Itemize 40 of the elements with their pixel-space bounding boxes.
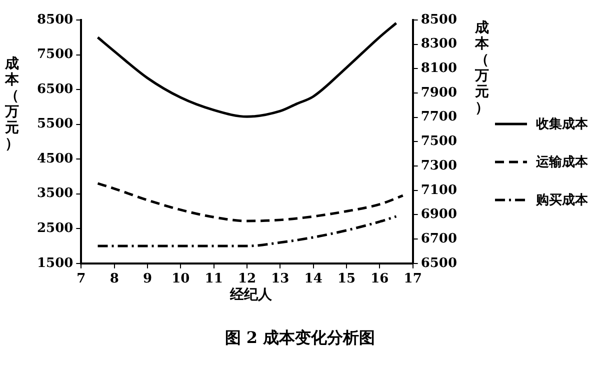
line-series xyxy=(96,22,398,118)
x-tick-label: 8 xyxy=(110,272,119,287)
text: 图 2 成本变化分析图 xyxy=(224,328,376,349)
y-tick-label: 8500 xyxy=(36,12,74,28)
legend-label: 运输成本 xyxy=(536,154,588,171)
line-series xyxy=(96,215,398,248)
y-tick-label: 2500 xyxy=(36,221,74,236)
x-tick-label: 9 xyxy=(142,272,152,287)
y2-tick-label: 7700 xyxy=(420,110,458,125)
y-tick-label: 1500 xyxy=(36,256,74,271)
x-tick-label: 11 xyxy=(204,272,223,287)
y2-tick-label: 8100 xyxy=(420,61,458,76)
y2-tick-label: 7500 xyxy=(420,134,458,150)
y2-tick-label: 7900 xyxy=(420,85,458,100)
x-tick-label: 10 xyxy=(172,272,190,287)
line-series xyxy=(96,182,404,222)
legend-label: 收集成本 xyxy=(536,116,588,133)
x-axis-title: 经纪人 xyxy=(228,286,273,304)
y2-tick-label: 7300 xyxy=(420,158,458,174)
y2-tick-label: 6700 xyxy=(420,231,458,246)
x-tick-label: 7 xyxy=(76,272,86,287)
x-tick-label: 17 xyxy=(404,272,422,287)
y-tick-label: 4500 xyxy=(36,151,74,166)
x-tick-label: 15 xyxy=(337,272,356,287)
y-tick-label: 6500 xyxy=(36,82,74,97)
x-tick-label: 16 xyxy=(370,272,389,287)
y2-tick-label: 6500 xyxy=(420,256,458,271)
y-axis-title: 成本（万元） xyxy=(4,56,20,152)
y2-tick-label: 6900 xyxy=(420,207,458,222)
x-tick-label: 13 xyxy=(271,272,290,287)
legend-label: 购买成本 xyxy=(536,192,588,209)
y-tick-label: 7500 xyxy=(36,47,74,62)
y2-axis-title: 成本（万元） xyxy=(474,20,490,116)
x-tick-label: 14 xyxy=(304,272,322,287)
y-tick-label: 5500 xyxy=(36,116,74,132)
y2-tick-label: 7100 xyxy=(420,182,458,198)
y-tick-label: 3500 xyxy=(36,186,74,202)
y2-tick-label: 8300 xyxy=(420,36,458,52)
x-tick-label: 12 xyxy=(238,272,256,287)
y2-tick-label: 8500 xyxy=(420,12,458,28)
